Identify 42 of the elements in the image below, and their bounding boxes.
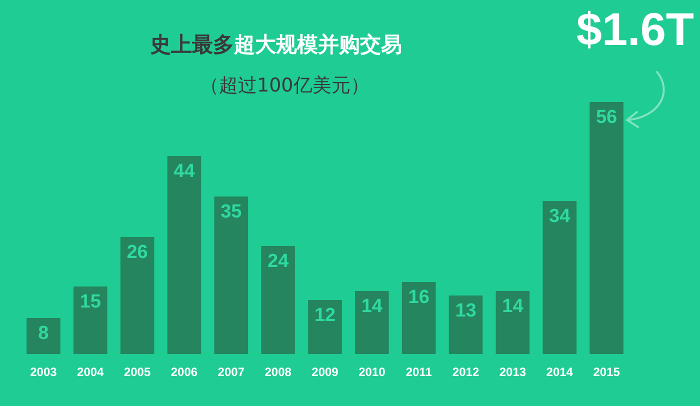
bar xyxy=(542,201,577,354)
data-label: 24 xyxy=(268,251,290,272)
x-tick-label: 2006 xyxy=(170,365,198,379)
x-tick-label: 2013 xyxy=(499,365,526,379)
x-tick-label: 2007 xyxy=(218,365,245,379)
x-tick-label: 2003 xyxy=(30,365,58,379)
x-tick-label: 2010 xyxy=(358,365,386,379)
data-label: 13 xyxy=(455,300,476,322)
data-label: 14 xyxy=(502,296,524,317)
x-tick-label: 2009 xyxy=(312,365,339,379)
bar xyxy=(590,102,624,354)
bar xyxy=(355,291,389,354)
data-label: 56 xyxy=(596,107,618,128)
x-tick-label: 2011 xyxy=(406,365,432,379)
x-tick-label: 2008 xyxy=(264,365,292,379)
bar xyxy=(308,300,342,354)
x-tick-label: 2012 xyxy=(452,365,480,379)
data-label: 14 xyxy=(361,296,383,317)
bar xyxy=(448,296,483,354)
data-label: 26 xyxy=(126,242,148,263)
x-tick-label: 2005 xyxy=(124,365,151,379)
data-label: 34 xyxy=(549,206,571,227)
chart-title: 史上最多超大规模并购交易 xyxy=(149,32,402,56)
x-tick-label: 2004 xyxy=(77,365,104,379)
data-label: 35 xyxy=(220,202,242,222)
chart-subtitle: （超过100亿美元） xyxy=(200,74,370,96)
bar xyxy=(402,282,436,354)
data-label: 8 xyxy=(38,323,49,344)
bar xyxy=(261,246,295,354)
x-tick-label: 2014 xyxy=(546,365,574,379)
data-label: 15 xyxy=(80,292,102,312)
text: $1.6T xyxy=(576,3,694,55)
data-label: 44 xyxy=(174,161,196,182)
bar xyxy=(496,291,530,354)
data-label: 16 xyxy=(408,287,430,308)
x-tick-label: 2015 xyxy=(593,365,620,379)
bar xyxy=(167,156,202,354)
bar xyxy=(73,286,108,354)
data-label: 12 xyxy=(314,305,336,326)
bar xyxy=(120,237,154,354)
bar xyxy=(214,196,248,354)
bar xyxy=(26,318,60,354)
